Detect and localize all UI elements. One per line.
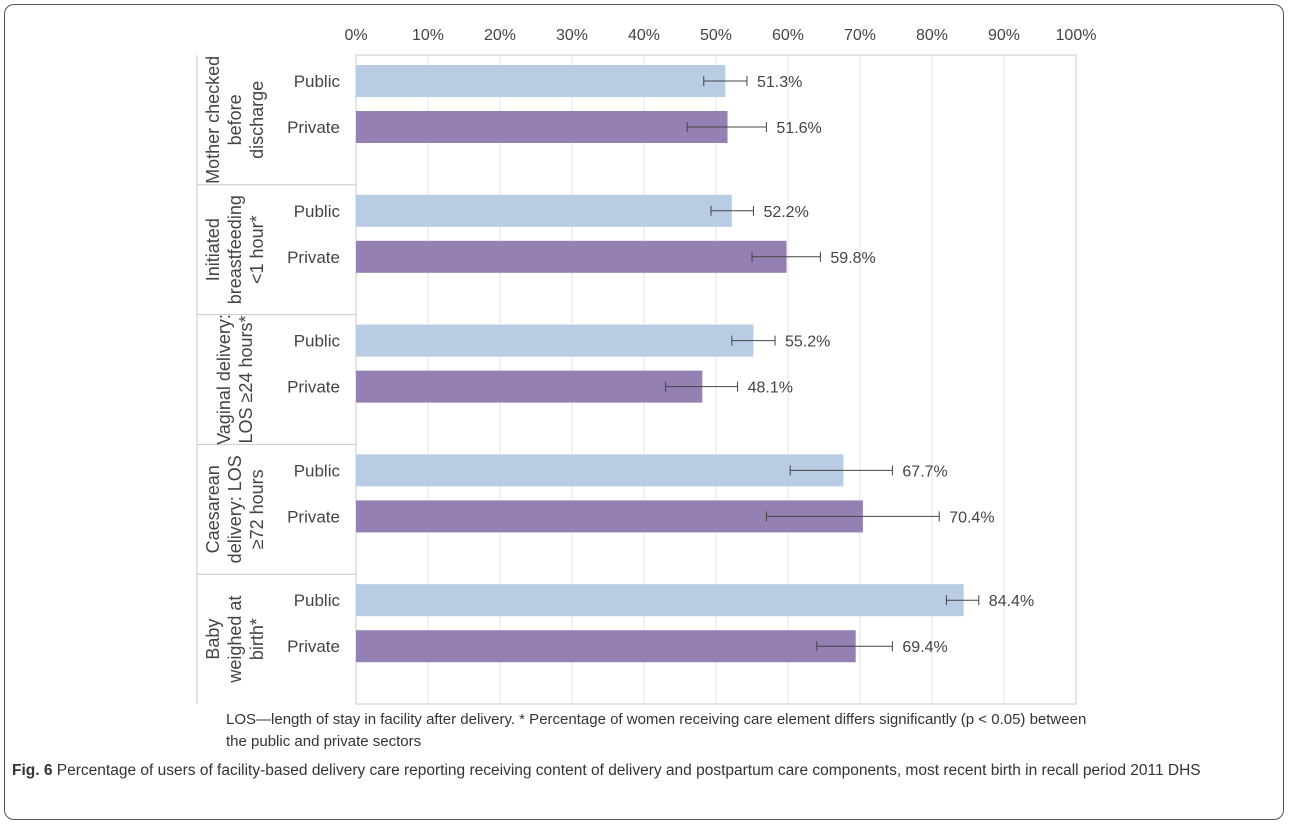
private-sector-label-2: Private <box>287 248 340 267</box>
public-sector-label-2: Public <box>294 202 341 221</box>
x-tick-label-10: 10% <box>412 27 444 44</box>
caption-text: Percentage of users of facility-based de… <box>52 762 1201 779</box>
category-label-line: Mother checked <box>203 56 223 184</box>
private-bar-5 <box>356 630 856 663</box>
category-label-line: discharge <box>247 81 267 159</box>
category-label-line: weighed at <box>225 596 245 684</box>
public-sector-label-3: Public <box>294 332 341 351</box>
figure-caption: Fig. 6 Percentage of users of facility-b… <box>12 759 1262 783</box>
category-label-3: Vaginal delivery: LOS ≥24 hours* <box>214 314 256 445</box>
category-label-line: Baby <box>203 619 223 660</box>
x-tick-label-30: 30% <box>556 27 588 44</box>
category-label-line: Caesarean <box>203 465 223 553</box>
category-label-4: Caesarean delivery: LOS ≥72 hours <box>203 455 267 563</box>
public-data-label-3: 55.2% <box>785 334 830 351</box>
x-tick-label-90: 90% <box>988 27 1020 44</box>
private-sector-label-5: Private <box>287 637 340 656</box>
category-label-line: ≥72 hours <box>247 469 267 549</box>
private-sector-label-3: Private <box>287 378 340 397</box>
private-data-label-4: 70.4% <box>949 509 994 526</box>
x-tick-label-40: 40% <box>628 27 660 44</box>
private-data-label-1: 51.6% <box>776 120 821 137</box>
category-label-line: Initiated <box>203 218 223 281</box>
x-tick-label-100: 100% <box>1056 27 1097 44</box>
category-label-line: <1 hour* <box>247 215 267 284</box>
x-tick-label-0: 0% <box>344 27 367 44</box>
public-bar-5 <box>356 584 964 617</box>
x-tick-label-80: 80% <box>916 27 948 44</box>
public-bar-1 <box>356 65 726 97</box>
public-sector-label-5: Public <box>294 591 341 610</box>
x-tick-label-70: 70% <box>844 27 876 44</box>
public-bar-4 <box>356 454 844 487</box>
private-data-label-5: 69.4% <box>902 639 947 656</box>
public-data-label-2: 52.2% <box>763 204 808 221</box>
category-label-line: birth* <box>247 618 267 660</box>
category-label-line: LOS ≥24 hours* <box>236 316 256 444</box>
public-data-label-4: 67.7% <box>902 463 947 480</box>
bar-chart: 0% 10% 20% 30% 40% 50% 60% 70% 80% 90% 100% Mother … <box>196 27 1097 705</box>
public-bar-3 <box>356 324 754 357</box>
private-bar-1 <box>356 111 728 143</box>
private-data-label-2: 59.8% <box>830 250 875 267</box>
x-tick-label-50: 50% <box>700 27 732 44</box>
public-bar-2 <box>356 194 732 227</box>
private-bar-2 <box>356 240 787 273</box>
private-sector-label-1: Private <box>287 118 340 137</box>
figure-note: LOS—length of stay in facility after del… <box>226 711 1087 750</box>
category-label-line: before <box>225 94 245 145</box>
x-tick-label-60: 60% <box>772 27 804 44</box>
category-label-2: Initiated breastfeeding <1 hour* <box>203 195 267 304</box>
public-data-label-1: 51.3% <box>757 74 802 91</box>
public-sector-label-1: Public <box>294 72 341 91</box>
public-sector-label-4: Public <box>294 461 341 480</box>
private-bar-3 <box>356 370 703 403</box>
public-data-label-5: 84.4% <box>989 593 1034 610</box>
category-label-line: breastfeeding <box>225 195 245 304</box>
category-label-line: Vaginal delivery: <box>214 314 234 445</box>
private-sector-label-4: Private <box>287 507 340 526</box>
category-label-line: delivery: LOS <box>225 455 245 563</box>
category-label-5: Baby weighed at birth* <box>203 596 267 684</box>
x-tick-label-20: 20% <box>484 27 516 44</box>
private-data-label-3: 48.1% <box>748 380 793 397</box>
figure-frame <box>4 4 1284 820</box>
category-label-1: Mother checked before discharge <box>203 56 267 184</box>
figure-label: Fig. 6 <box>12 762 53 779</box>
